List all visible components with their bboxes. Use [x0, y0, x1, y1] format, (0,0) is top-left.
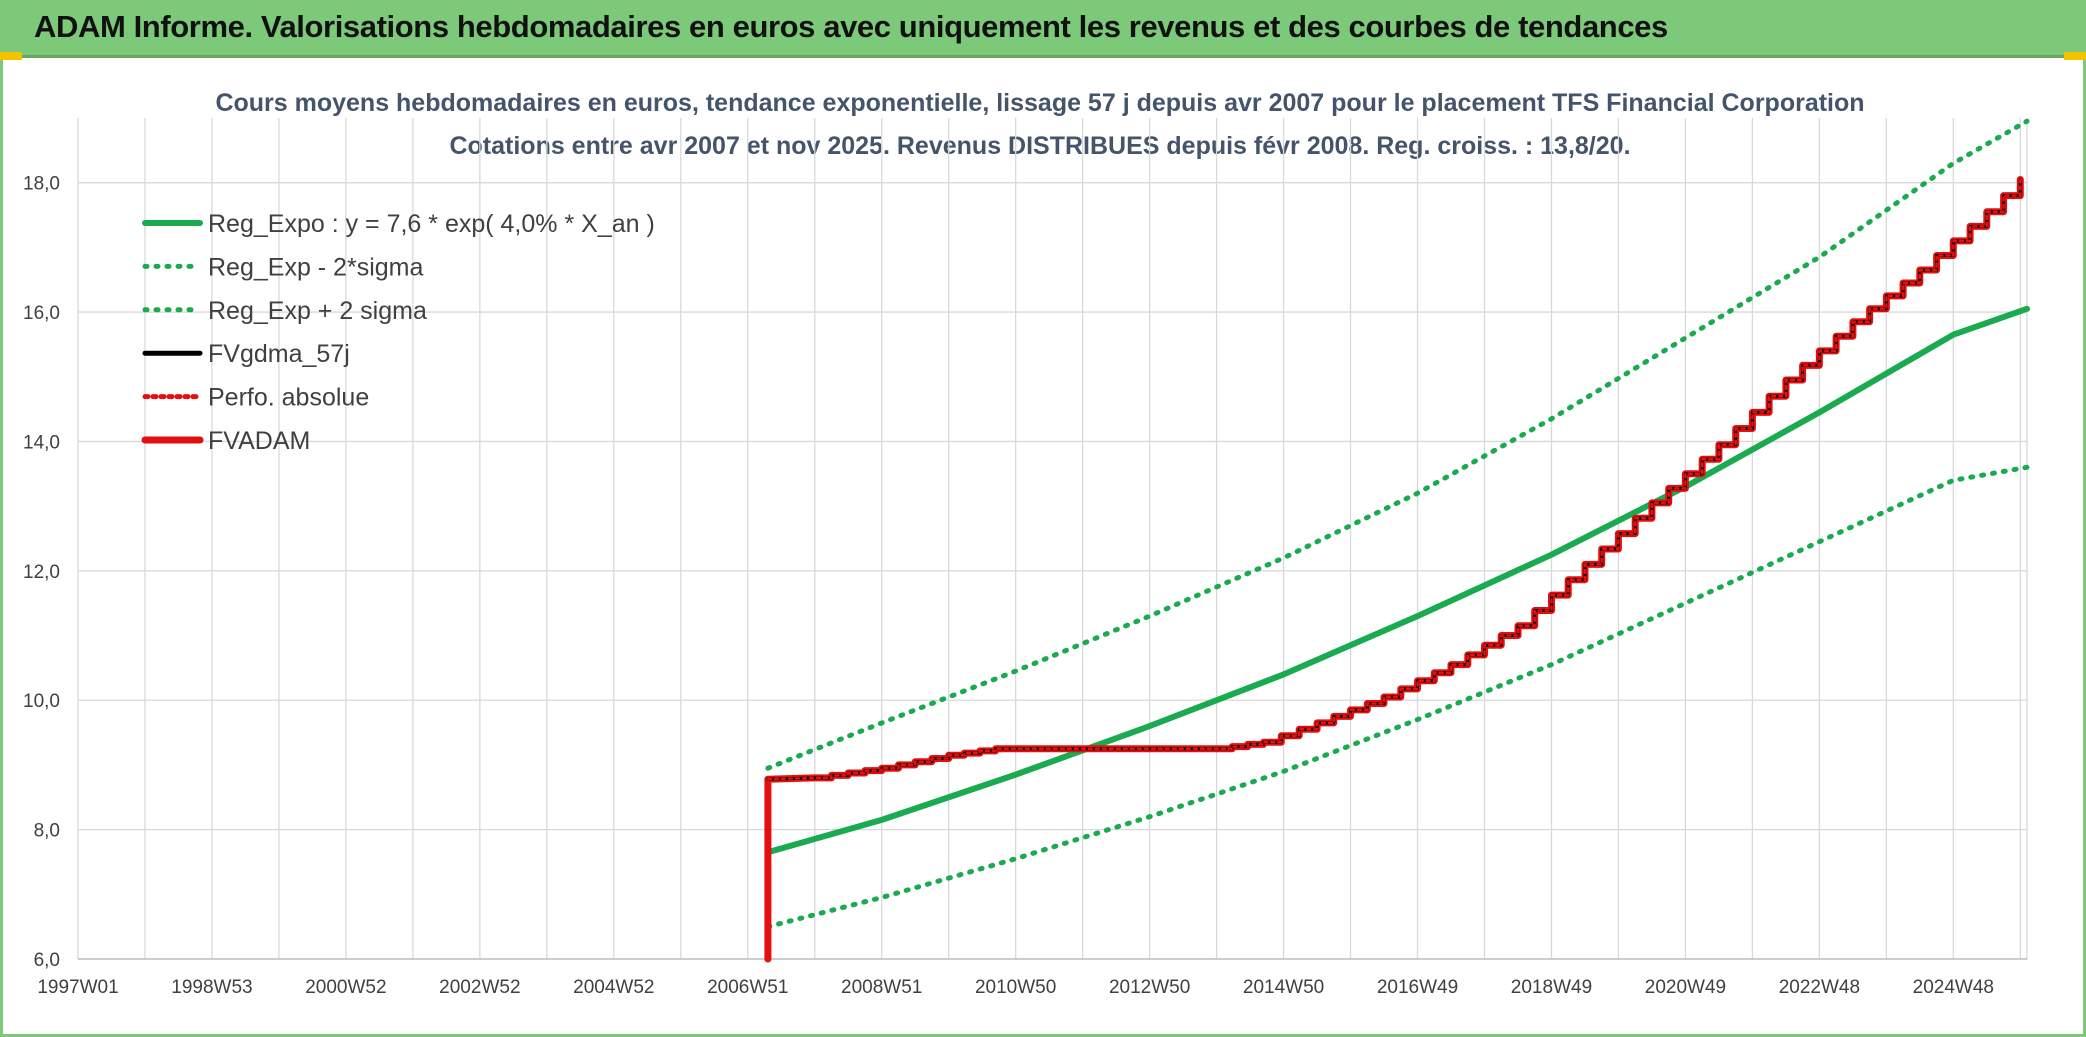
report-title: ADAM Informe. Valorisations hebdomadaire…: [34, 9, 1668, 44]
legend-label-reg-exp-minus-2sigma: Reg_Exp - 2*sigma: [208, 253, 423, 281]
series-line-reg-exp-plus-2sigma: [765, 118, 2030, 771]
x-tick-label: 2022W48: [1779, 977, 1860, 998]
chart-frame: [0, 60, 2086, 1037]
x-tick-label: 2014W50: [1243, 977, 1324, 998]
legend-label-fvadam: FVADAM: [208, 427, 310, 455]
series-line-reg-exp-minus-2sigma: [765, 464, 2030, 930]
y-tick-label: 8,0: [34, 821, 60, 842]
right-corner-accent: [2064, 52, 2086, 60]
y-tick-label: 12,0: [23, 562, 60, 583]
x-tick-label: 2002W52: [439, 977, 520, 998]
x-axis: 1997W01 1998W53 2000W52 2002W52 2004W52 2006W…: [37, 958, 2027, 998]
legend-label-fvgdma-57j: FVgdma_57j: [208, 340, 350, 368]
x-tick-label: 2018W49: [1511, 977, 1592, 998]
y-tick-label: 6,0: [34, 950, 60, 971]
x-tick-label: 2010W50: [975, 977, 1056, 998]
y-tick-label: 16,0: [23, 303, 60, 324]
series-line-perfo-absolue: [766, 178, 2022, 781]
legend-label-perfo-absolue: Perfo. absolue: [208, 384, 369, 412]
x-tick-label: 2020W49: [1645, 977, 1726, 998]
x-tick-label: 2016W49: [1377, 977, 1458, 998]
x-tick-label: 2006W51: [707, 977, 788, 998]
series-line-fvadam: [764, 176, 2024, 963]
chart-subtitle: Cotations entre avr 2007 et nov 2025. Re…: [449, 132, 1630, 160]
left-corner-accent: [0, 52, 22, 60]
x-tick-label: 2004W52: [573, 977, 654, 998]
x-tick-label: 2012W50: [1109, 977, 1190, 998]
y-tick-label: 10,0: [23, 691, 60, 712]
y-tick-label: 14,0: [23, 432, 60, 453]
x-tick-label: 2000W52: [305, 977, 386, 998]
legend-label-reg-expo: Reg_Expo : y = 7,6 * exp( 4,0% * X_an ): [208, 210, 655, 238]
grid: [77, 118, 2028, 960]
plot-area: [764, 118, 2030, 963]
x-tick-label: 2024W48: [1913, 977, 1994, 998]
y-axis: 6,0 8,0 10,0 12,0 14,0 16,0 18,0: [23, 174, 60, 971]
legend: Reg_Expo : y = 7,6 * exp( 4,0% * X_an ) R…: [141, 210, 655, 455]
x-tick-label: 1997W01: [37, 977, 118, 998]
x-tick-label: 1998W53: [171, 977, 252, 998]
chart-title: Cours moyens hebdomadaires en euros, ten…: [215, 89, 1864, 117]
series-line-fvgdma-57j: [766, 178, 2022, 781]
series-line-reg-expo: [764, 305, 2030, 856]
x-tick-label: 2008W51: [841, 977, 922, 998]
legend-label-reg-exp-plus-2sigma: Reg_Exp + 2 sigma: [208, 297, 427, 325]
report-banner: ADAM Informe. Valorisations hebdomadaire…: [0, 0, 2086, 58]
y-tick-label: 18,0: [23, 174, 60, 195]
